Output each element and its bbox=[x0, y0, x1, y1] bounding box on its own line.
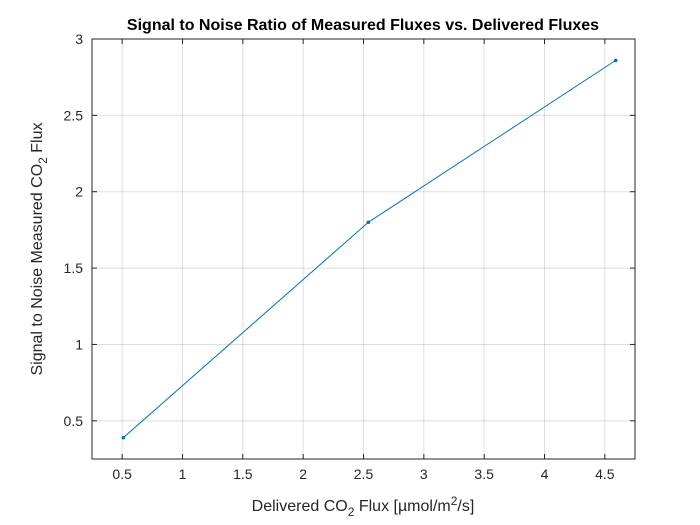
x-tick-label: 4 bbox=[541, 466, 549, 482]
y-tick-label: 2.5 bbox=[64, 107, 84, 123]
x-tick-label: 1.5 bbox=[233, 466, 253, 482]
y-tick-label: 3 bbox=[75, 31, 83, 47]
data-point bbox=[121, 435, 126, 440]
y-axis-label: Signal to Noise Measured CO2 Flux bbox=[29, 122, 50, 375]
data-point bbox=[366, 220, 371, 225]
x-tick-label: 2 bbox=[299, 466, 307, 482]
y-axis-label-text: Signal to Noise Measured CO bbox=[29, 164, 46, 376]
x-axis-label-text: Delivered CO bbox=[252, 498, 348, 515]
x-tick-label: 4.5 bbox=[595, 466, 615, 482]
x-axis-label-subscript: 2 bbox=[348, 505, 355, 519]
y-tick-label: 2 bbox=[75, 184, 83, 200]
x-axis-label: Delivered CO2 Flux [µmol/m2/s] bbox=[252, 494, 475, 519]
series-group bbox=[121, 58, 618, 440]
x-tick-label: 0.5 bbox=[112, 466, 132, 482]
x-tick-label: 3.5 bbox=[474, 466, 494, 482]
x-axis-label-text: /s] bbox=[457, 498, 474, 515]
y-tick-label: 1 bbox=[75, 336, 83, 352]
x-tick-label: 3 bbox=[420, 466, 428, 482]
y-axis-label-subscript: 2 bbox=[36, 157, 50, 164]
chart-title: Signal to Noise Ratio of Measured Fluxes… bbox=[127, 17, 599, 34]
tick-marks bbox=[92, 38, 635, 459]
x-axis-label-text: Flux [µmol/m bbox=[354, 498, 450, 515]
x-tick-label: 2.5 bbox=[354, 466, 374, 482]
tick-labels: 0.5 1 1.5 2 2.5 3 3.5 4 4.5 0.5 1 1.5 2 2.5 3 bbox=[64, 31, 615, 482]
x-axis-label-superscript: 2 bbox=[451, 494, 458, 508]
data-point bbox=[613, 58, 618, 63]
y-tick-label: 0.5 bbox=[64, 413, 84, 429]
x-tick-label: 1 bbox=[179, 466, 187, 482]
y-axis-label-text: Flux bbox=[29, 122, 46, 157]
y-tick-label: 1.5 bbox=[64, 260, 84, 276]
plot-area-background bbox=[92, 39, 635, 459]
